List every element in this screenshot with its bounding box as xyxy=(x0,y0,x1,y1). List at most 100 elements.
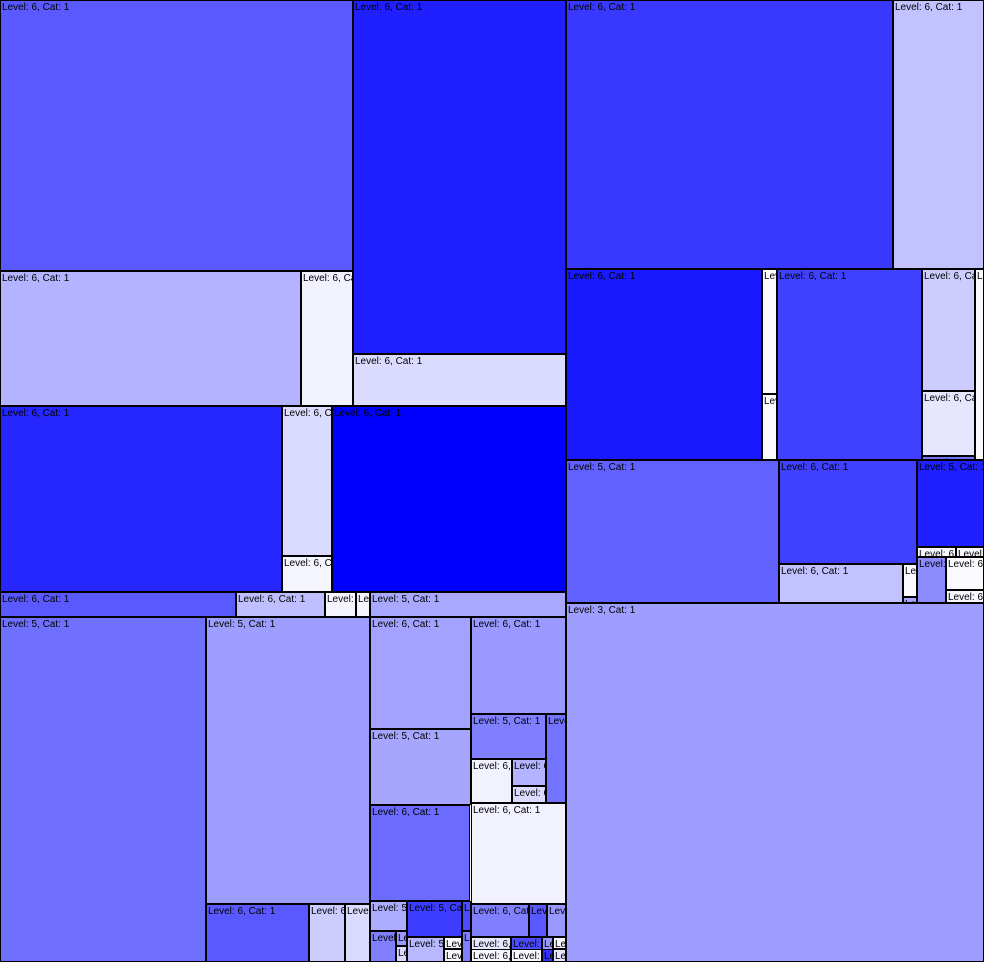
treemap-tile: Level: 5, Cat: 1 xyxy=(407,937,444,962)
tile-label: Level: 6, Cat: 1 xyxy=(372,933,396,944)
treemap-tile: Level: 6, Cat: 1 xyxy=(309,904,345,962)
tile-label: Level: 6, Cat: 1 xyxy=(977,271,983,282)
treemap-tile: Level: 6, Cat: 1 xyxy=(762,269,777,394)
tile-label: Level: 6, Cat: 1 xyxy=(555,939,566,949)
treemap-tile: Level: 6, Cat: 1 xyxy=(471,803,566,904)
treemap-tile: Level: 6, Cat: 1 xyxy=(922,456,975,460)
treemap-tile: Level: 6, Cat: 1 xyxy=(444,949,462,962)
treemap-tile: Level: 5, Cat: 1 xyxy=(917,460,984,547)
tile-label: Level: 6, Cat: 1 xyxy=(311,906,344,917)
treemap-tile: Level: 6, Cat: 1 xyxy=(779,564,903,603)
tile-label: Level: 6, Cat: 1 xyxy=(549,906,566,917)
tile-label: Level: 3, Cat: 1 xyxy=(568,605,636,616)
treemap-tile: Level: 6, Cat: 1 xyxy=(353,354,566,406)
tile-label: Level: 6, Cat: 1 xyxy=(905,566,917,577)
tile-label: Level: 6, Cat: 1 xyxy=(327,594,355,605)
tile-label: Level: 6, Cat: 1 xyxy=(347,906,369,917)
tile-label: Level: 5, Cat: 1 xyxy=(2,619,70,630)
treemap-tile: Level: 5, Cat: 1 xyxy=(0,617,206,962)
treemap-tile: Level: 6, Cat: 1 xyxy=(777,269,922,460)
treemap-tile: Level: 6, Cat: 1 xyxy=(553,937,566,949)
treemap-tile: Level: 6, Cat: 1 xyxy=(370,617,471,729)
treemap-tile: Level: 6, Cat: 1 xyxy=(471,949,511,962)
treemap-tile: Level: 5, Cat: 1 xyxy=(370,592,566,617)
tile-label: Level: 6, Cat: 1 xyxy=(905,598,916,602)
tile-label: Level: 6, Cat: 1 xyxy=(358,594,370,605)
tile-label: Level: 6, Cat: 1 xyxy=(948,592,984,603)
tile-label: Level: 6, Cat: 1 xyxy=(779,271,847,282)
tile-label: Level: 6, Cat: 1 xyxy=(208,906,276,917)
tile-label: Level: 6, Cat: 1 xyxy=(544,939,552,950)
treemap-tile: Level: 6, Cat: 1 xyxy=(511,949,542,962)
tile-label: Level: 5, Cat: 1 xyxy=(372,594,440,605)
tile-label: Level: 6, Cat: 1 xyxy=(548,716,565,727)
tile-label: Level: 6, Cat: 1 xyxy=(464,903,470,914)
tile-label: Level: 6, Cat: 1 xyxy=(464,933,470,944)
tile-label: Level: 5, Cat: 1 xyxy=(372,731,440,742)
treemap-tile: Level: 6, Cat: 1 xyxy=(917,557,946,603)
treemap-tile: Level: 6, Cat: 1 xyxy=(471,759,512,803)
tile-label: Level: 5, Cat: 1 xyxy=(409,903,462,914)
tile-label: Level: 6, Cat: 1 xyxy=(895,2,963,13)
tile-label: Level: 5, Cat: 1 xyxy=(409,939,444,950)
treemap-tile: Level: 3, Cat: 1 xyxy=(566,603,984,962)
treemap-tile: Level: 5, Cat: 1 xyxy=(407,901,462,937)
treemap-tile: Level: 6, Cat: 1 xyxy=(566,269,762,460)
tile-label: Level: 6, Cat: 1 xyxy=(781,462,849,473)
treemap-tile: Level: 6, Cat: 1 xyxy=(0,0,353,271)
treemap-tile: Level: 6, Cat: 1 xyxy=(345,904,370,962)
treemap-tile: Level: 6, Cat: 1 xyxy=(917,547,956,557)
tile-label: Level: 6, Cat: 1 xyxy=(446,951,462,962)
tile-label: Level: 6, Cat: 1 xyxy=(2,594,70,605)
tile-label: Level: 6, Cat: 1 xyxy=(355,356,423,367)
treemap-tile: Level: 6, Cat: 1 xyxy=(471,904,529,937)
tile-label: Level: 6, Cat: 1 xyxy=(398,948,406,959)
tile-label: Level: 6, Cat: 1 xyxy=(446,939,462,949)
treemap-tile: Level: 6, Cat: 1 xyxy=(332,406,566,592)
tile-label: Level: 6, Cat: 1 xyxy=(924,271,974,282)
treemap-tile: Level: 6, Cat: 1 xyxy=(0,271,301,406)
treemap-tile: Level: 6, Cat: 1 xyxy=(893,0,984,269)
treemap-tile: Level: 6, Cat: 1 xyxy=(779,460,917,564)
tile-label: Level: 6, Cat: 1 xyxy=(919,559,946,570)
treemap-tile: Level: 5, Cat: 1 xyxy=(206,617,370,904)
tile-label: Level: 6, Cat: 1 xyxy=(513,951,541,962)
tile-label: Level: 6, Cat: 1 xyxy=(924,393,974,404)
tile-label: Level: 6, Cat: 1 xyxy=(514,761,545,772)
treemap-tile: Level: 6, Cat: 1 xyxy=(370,805,470,901)
tile-label: Level: 6, Cat: 1 xyxy=(555,951,566,962)
tile-label: Level: 6, Cat: 1 xyxy=(473,939,511,950)
tile-label: Level: 5, Cat: 1 xyxy=(208,619,276,630)
treemap-tile: Level: 6, Cat: 1 xyxy=(553,949,566,962)
tile-label: Level: 6, Cat: 1 xyxy=(284,558,332,569)
treemap-tile: Level: 6, Cat: 1 xyxy=(353,0,566,354)
tile-label: Level: 6, Cat: 1 xyxy=(473,805,541,816)
tile-label: Level: 5, Cat: 1 xyxy=(568,462,636,473)
treemap-tile: Level: 6, Cat: 1 xyxy=(512,759,546,786)
tile-label: Level: 6, Cat: 1 xyxy=(473,951,511,962)
treemap-tile: Level: 6, Cat: 1 xyxy=(301,271,353,406)
treemap-tile: Level: 6, Cat: 1 xyxy=(975,269,984,460)
tile-label: Level: 6, Cat: 1 xyxy=(544,951,552,962)
treemap-tile: Level: 5, Cat: 1 xyxy=(370,901,407,931)
treemap-tile: Level: 6, Cat: 1 xyxy=(282,556,332,592)
tile-label: Level: 6, Cat: 1 xyxy=(473,906,529,917)
tile-label: Level: 6, Cat: 1 xyxy=(514,788,545,799)
tile-label: Level: 6, Cat: 1 xyxy=(355,2,423,13)
tile-label: Level: 6, Cat: 1 xyxy=(2,2,70,13)
treemap-tile: Level: 6, Cat: 1 xyxy=(946,590,984,603)
treemap-tile: Level: 6, Cat: 1 xyxy=(325,592,356,617)
treemap-tile: Level: 6, Cat: 1 xyxy=(396,946,407,962)
treemap-tile: Level: 6, Cat: 1 xyxy=(922,391,975,456)
tile-label: Level: 5, Cat: 1 xyxy=(473,716,541,727)
tile-label: Level: 6, Cat: 1 xyxy=(398,933,406,944)
treemap-tile: Level: 6, Cat: 1 xyxy=(542,949,553,962)
treemap-tile: Level: 6, Cat: 1 xyxy=(444,937,462,949)
treemap-tile: Level: 6, Cat: 1 xyxy=(206,904,309,962)
tile-label: Level: 6, Cat: 1 xyxy=(948,559,984,570)
tile-label: Level: 6, Cat: 1 xyxy=(473,761,511,772)
treemap-tile: Level: 6, Cat: 1 xyxy=(0,592,236,617)
tile-label: Level: 6, Cat: 1 xyxy=(958,549,984,557)
tile-label: Level: 6, Cat: 1 xyxy=(334,408,402,419)
treemap-tile: Level: 6, Cat: 1 xyxy=(396,931,407,946)
